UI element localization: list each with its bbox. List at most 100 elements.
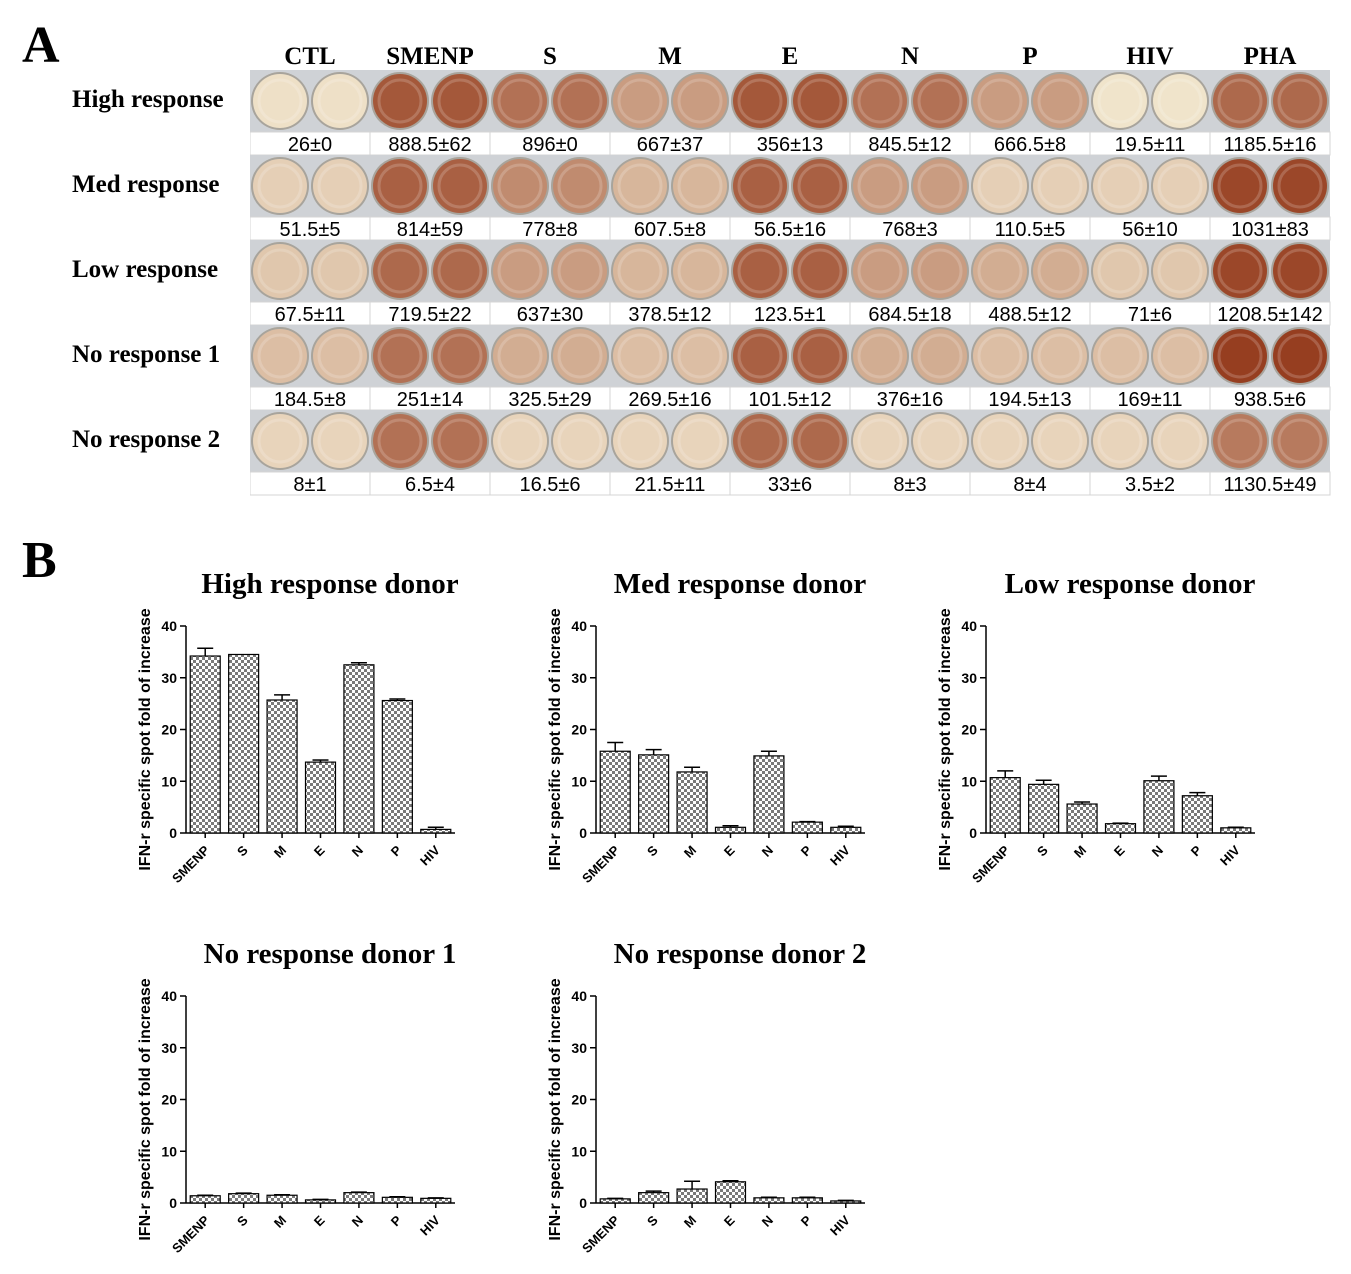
bar-s [1028, 783, 1060, 834]
y-tick-label: 30 [571, 1040, 587, 1056]
spot-count-value: 169±11 [1117, 389, 1182, 411]
x-tick-label-hiv: HIV [827, 1212, 853, 1238]
y-tick-label: 0 [969, 825, 977, 841]
spot-count-value: 6.5±4 [405, 474, 455, 496]
elispot-well [1091, 157, 1149, 215]
spot-count-value: 269.5±16 [628, 389, 711, 411]
elispot-well [1031, 242, 1089, 300]
y-tick-label: 20 [571, 1092, 587, 1108]
elispot-well [1271, 327, 1329, 385]
x-tick-label-smenp: SMENP [579, 1212, 623, 1256]
spot-count-value: 378.5±12 [628, 304, 711, 326]
spot-count-value: 56.5±16 [754, 219, 826, 241]
bar-e [304, 761, 337, 834]
elispot-well [971, 157, 1029, 215]
spot-count-value: 123.5±1 [754, 304, 826, 326]
bar-m [676, 771, 708, 834]
elispot-well [251, 327, 309, 385]
spot-count-value: 845.5±12 [868, 134, 951, 156]
elispot-well [311, 157, 369, 215]
elispot-well [791, 72, 849, 130]
column-header-pha: PHA [1243, 43, 1297, 70]
y-tick-label: 40 [571, 988, 587, 1004]
well-strip-background [250, 240, 1330, 302]
spot-count-value: 768±3 [882, 219, 937, 241]
x-tick-label-p: P [1188, 842, 1205, 859]
bar-n [753, 1197, 785, 1204]
bar-m [266, 699, 298, 834]
x-tick-label-e: E [721, 1212, 738, 1229]
well-strip-background [250, 325, 1330, 387]
spot-count-value: 8±4 [1013, 474, 1046, 496]
bar-p [1181, 795, 1213, 834]
y-tick-label: 10 [961, 773, 977, 789]
x-tick-label-m: M [271, 843, 289, 861]
column-header-e: E [781, 43, 799, 70]
y-tick-label: 30 [571, 670, 587, 686]
column-header-m: M [658, 43, 682, 70]
elispot-well [671, 327, 729, 385]
column-header-p: P [1022, 43, 1038, 70]
count-cell-border [1209, 471, 1331, 496]
elispot-well [431, 72, 489, 130]
spot-count-value: 488.5±12 [988, 304, 1071, 326]
x-tick-label-hiv: HIV [827, 842, 853, 868]
bar-p [381, 699, 413, 834]
bar-n [343, 664, 375, 834]
x-tick-label-s: S [644, 1212, 661, 1229]
well-strip-background [250, 410, 1330, 472]
elispot-well [731, 242, 789, 300]
elispot-well [311, 412, 369, 470]
y-tick-label: 10 [571, 773, 587, 789]
bar-s [228, 1193, 260, 1204]
elispot-well [1151, 157, 1209, 215]
elispot-well [491, 72, 549, 130]
row-label-med-response: Med response [72, 171, 220, 198]
spot-count-value: 666.5±8 [994, 134, 1066, 156]
x-tick-label-s: S [644, 842, 661, 859]
elispot-well [371, 327, 429, 385]
spot-count-value: 3.5±2 [1125, 474, 1175, 496]
elispot-well [851, 327, 909, 385]
spot-count-value: 667±37 [637, 134, 704, 156]
elispot-well [491, 412, 549, 470]
elispot-well [1091, 327, 1149, 385]
elispot-well [1271, 242, 1329, 300]
x-tick-label-p: P [388, 1212, 405, 1229]
elispot-well [791, 327, 849, 385]
well-strip-background [250, 70, 1330, 132]
spot-count-value: 16.5±6 [519, 474, 580, 496]
elispot-well [311, 242, 369, 300]
elispot-well [671, 412, 729, 470]
well-strip-background [250, 155, 1330, 217]
bar-smenp [189, 1195, 221, 1204]
elispot-well [1271, 157, 1329, 215]
elispot-well [1211, 327, 1269, 385]
x-tick-label-n: N [1149, 843, 1166, 860]
bar-m [676, 1188, 708, 1204]
column-header-s: S [543, 43, 557, 70]
spot-count-value: 26±0 [288, 134, 332, 156]
y-axis-label: IFN-r specific spot fold of increase [547, 608, 564, 870]
elispot-well [1031, 327, 1089, 385]
elispot-well [791, 157, 849, 215]
spot-count-value: 71±6 [1128, 304, 1172, 326]
y-tick-label: 10 [161, 773, 177, 789]
elispot-well [1031, 412, 1089, 470]
y-tick-label: 40 [161, 618, 177, 634]
spot-count-value: 637±30 [517, 304, 584, 326]
elispot-well [371, 72, 429, 130]
x-tick-label-n: N [349, 843, 366, 860]
x-tick-label-smenp: SMENP [579, 842, 623, 886]
elispot-well [971, 242, 1029, 300]
x-tick-label-p: P [798, 1212, 815, 1229]
spot-count-value: 938.5±6 [1234, 389, 1306, 411]
panel-b-label: B [22, 532, 57, 589]
chart-title: No response donor 1 [204, 938, 457, 970]
elispot-well [371, 242, 429, 300]
row-label-high-response: High response [72, 86, 224, 113]
x-tick-label-hiv: HIV [417, 1212, 443, 1238]
spot-count-value: 251±14 [397, 389, 464, 411]
elispot-well [1091, 242, 1149, 300]
row-label-low-response: Low response [72, 256, 219, 283]
